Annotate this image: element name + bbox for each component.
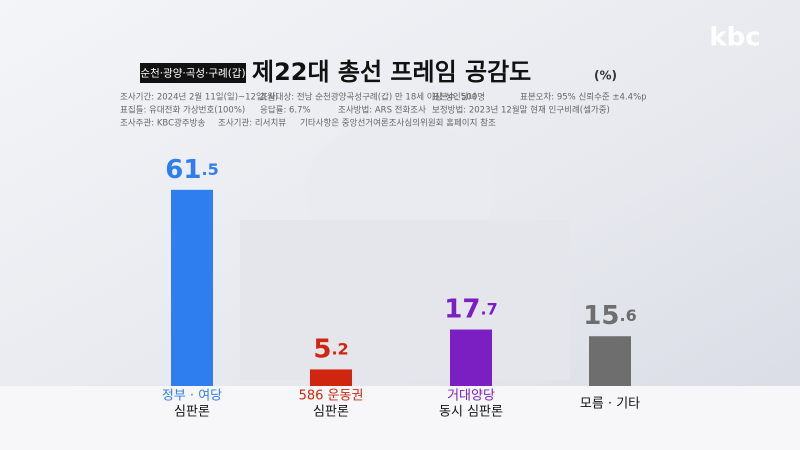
survey-note: 조사주관: KBC광주방송: [120, 118, 205, 129]
survey-note: 기타사항은 중앙선거여론조사심의위원회 홈페이지 참조: [300, 118, 496, 129]
bar: [589, 336, 631, 386]
survey-note: 조사기간: 2024년 2월 11일(일)~12일(월): [120, 92, 278, 103]
bar: [450, 329, 492, 386]
category-label: 심판론: [174, 405, 210, 420]
value-label: 5.2: [313, 334, 348, 364]
survey-note: 조사방법: ARS 전화조사: [338, 105, 426, 116]
survey-note: 응답률: 6.7%: [260, 105, 311, 116]
survey-note: 표본수: 500명: [432, 92, 485, 103]
value-dec: .5: [201, 159, 218, 178]
value-dec: .2: [331, 339, 348, 358]
category-label: 모름 · 기타: [580, 397, 640, 412]
unit: (%): [594, 69, 617, 83]
survey-note: 표집틀: 유대전화 가상번호(100%): [120, 105, 245, 116]
survey-note: 조사대상: 전남 순천광양곡성구례(갑) 만 18세 이상 성인남녀: [260, 92, 476, 103]
category-label: 동시 심판론: [439, 405, 503, 420]
survey-note: 보정방법: 2023년 12월말 현재 인구비례(셀가중): [432, 105, 610, 116]
bar: [171, 189, 213, 386]
value-dec: .7: [480, 299, 497, 318]
category-label: 정부 · 여당: [162, 389, 222, 404]
value-label: 17.7: [444, 294, 497, 324]
value-int: 5: [313, 334, 331, 364]
value-int: 15: [583, 301, 619, 331]
survey-note: 표본오차: 95% 신뢰수준 ±4.4%p: [520, 93, 647, 103]
tag-box: [140, 63, 246, 83]
category-label: 거대양당: [447, 389, 495, 404]
chart-title: 제22대 총선 프레임 공감도: [252, 58, 531, 86]
value-int: 17: [444, 294, 480, 324]
label-band: [0, 386, 800, 450]
logo: kbc: [709, 23, 760, 53]
background-building: [240, 220, 570, 380]
tag: 순천·광양·곡성·구례(갑): [140, 68, 245, 80]
survey-note: 조사기관: 리서치뷰: [218, 118, 286, 129]
value-dec: .6: [619, 306, 636, 325]
value-label: 61.5: [165, 154, 218, 184]
value-int: 61: [165, 154, 201, 184]
bar: [310, 369, 352, 386]
value-label: 15.6: [583, 301, 636, 331]
category-label: 심판론: [313, 405, 349, 420]
category-label: 586 운동권: [299, 389, 364, 404]
